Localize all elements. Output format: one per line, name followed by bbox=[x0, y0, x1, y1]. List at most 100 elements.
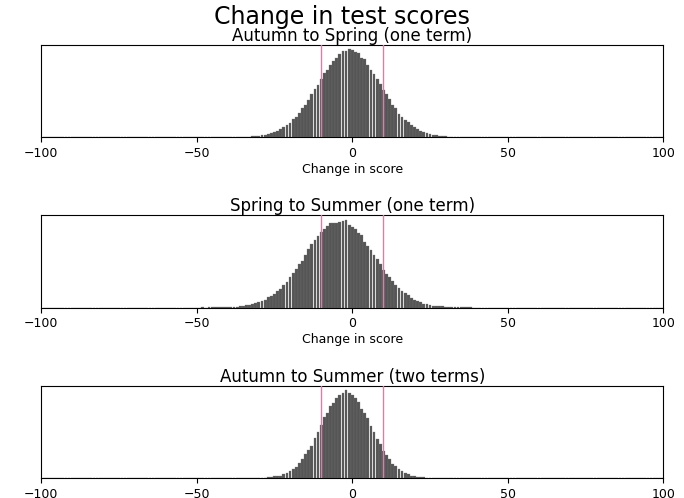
Bar bbox=[354, 229, 357, 308]
Bar bbox=[270, 296, 273, 308]
Bar bbox=[341, 51, 344, 137]
Bar bbox=[339, 395, 341, 478]
Bar bbox=[341, 222, 344, 308]
Bar bbox=[329, 223, 332, 308]
Bar bbox=[295, 268, 298, 308]
Bar bbox=[276, 291, 279, 308]
Bar bbox=[311, 446, 313, 478]
Bar bbox=[335, 223, 338, 308]
Bar bbox=[264, 135, 267, 137]
Text: Change in test scores: Change in test scores bbox=[214, 5, 470, 29]
Bar bbox=[351, 50, 354, 137]
Bar bbox=[298, 113, 301, 137]
Bar bbox=[363, 242, 366, 308]
Bar bbox=[423, 304, 425, 308]
Bar bbox=[254, 303, 257, 308]
Bar bbox=[407, 123, 410, 137]
Bar bbox=[432, 134, 434, 137]
Bar bbox=[323, 73, 326, 137]
Bar bbox=[367, 418, 369, 478]
Bar bbox=[397, 114, 400, 137]
Bar bbox=[301, 260, 304, 308]
Bar bbox=[417, 477, 419, 478]
Bar bbox=[404, 293, 406, 308]
Bar bbox=[245, 305, 248, 308]
Bar bbox=[395, 285, 397, 308]
Bar bbox=[292, 469, 295, 478]
Bar bbox=[357, 402, 360, 478]
Bar bbox=[401, 117, 404, 137]
Bar bbox=[317, 85, 319, 137]
Bar bbox=[376, 79, 378, 137]
Bar bbox=[285, 125, 288, 137]
Bar bbox=[335, 398, 338, 478]
Bar bbox=[429, 305, 432, 308]
Bar bbox=[292, 120, 295, 137]
Bar bbox=[347, 49, 350, 137]
Bar bbox=[397, 288, 400, 308]
Bar bbox=[379, 84, 382, 137]
Bar bbox=[323, 417, 326, 478]
Bar bbox=[376, 259, 378, 308]
Bar bbox=[332, 403, 335, 478]
Bar bbox=[326, 70, 329, 137]
Bar bbox=[304, 454, 307, 478]
Bar bbox=[369, 70, 372, 137]
Bar bbox=[429, 134, 432, 137]
Bar bbox=[298, 264, 301, 308]
Bar bbox=[367, 247, 369, 308]
Bar bbox=[326, 227, 329, 308]
Bar bbox=[425, 133, 428, 137]
Bar bbox=[242, 306, 245, 308]
Bar bbox=[307, 100, 310, 137]
Bar bbox=[307, 249, 310, 308]
Bar bbox=[329, 406, 332, 478]
Bar bbox=[270, 477, 273, 478]
Bar bbox=[313, 438, 316, 478]
Bar bbox=[332, 223, 335, 308]
X-axis label: Change in score: Change in score bbox=[302, 162, 403, 175]
Bar bbox=[410, 125, 412, 137]
Bar bbox=[301, 459, 304, 478]
Bar bbox=[304, 255, 307, 308]
Bar bbox=[292, 273, 295, 308]
Bar bbox=[317, 236, 319, 308]
Bar bbox=[389, 277, 391, 308]
Bar bbox=[404, 473, 406, 478]
Bar bbox=[425, 304, 428, 308]
Bar bbox=[233, 307, 235, 308]
Bar bbox=[444, 307, 447, 308]
Bar bbox=[385, 455, 388, 478]
Bar bbox=[273, 294, 276, 308]
Bar bbox=[270, 133, 273, 137]
Bar bbox=[289, 124, 291, 137]
Bar bbox=[354, 52, 357, 137]
Bar bbox=[407, 295, 410, 308]
Bar bbox=[313, 240, 316, 308]
Bar bbox=[369, 250, 372, 308]
Bar bbox=[257, 135, 261, 137]
Bar bbox=[351, 395, 354, 478]
Bar bbox=[401, 291, 404, 308]
Bar bbox=[354, 398, 357, 478]
Bar bbox=[389, 460, 391, 478]
Bar bbox=[357, 233, 360, 308]
Bar bbox=[345, 390, 347, 478]
Bar bbox=[254, 136, 257, 137]
Bar bbox=[410, 298, 412, 308]
Bar bbox=[395, 466, 397, 478]
Bar bbox=[438, 306, 440, 308]
Bar bbox=[267, 297, 269, 308]
Bar bbox=[319, 79, 323, 137]
Bar bbox=[373, 255, 376, 308]
Bar bbox=[444, 136, 447, 137]
Bar bbox=[389, 99, 391, 137]
Bar bbox=[323, 230, 326, 308]
Bar bbox=[385, 274, 388, 308]
Bar bbox=[230, 307, 233, 308]
Bar bbox=[367, 65, 369, 137]
Bar bbox=[332, 61, 335, 137]
Bar bbox=[311, 244, 313, 308]
Bar bbox=[319, 232, 323, 308]
Title: Autumn to Summer (two terms): Autumn to Summer (two terms) bbox=[220, 368, 485, 386]
